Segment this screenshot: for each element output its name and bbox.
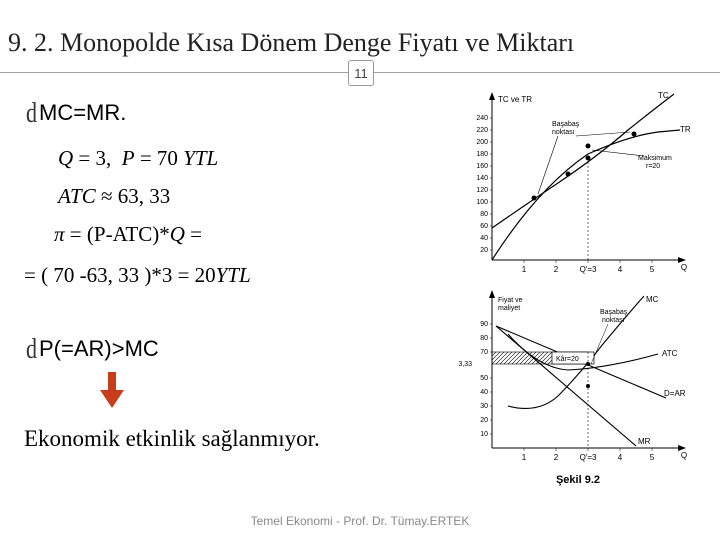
figure-caption: Şekil 9.2 — [458, 474, 698, 486]
bullet-glyph: d — [26, 332, 37, 366]
svg-text:200: 200 — [476, 139, 488, 146]
svg-text:40: 40 — [480, 389, 488, 396]
svg-text:20: 20 — [480, 247, 488, 254]
svg-text:D=AR: D=AR — [664, 389, 686, 398]
svg-text:TC ve TR: TC ve TR — [498, 95, 532, 104]
svg-text:70: 70 — [480, 349, 488, 356]
svg-text:120: 120 — [476, 187, 488, 194]
svg-text:220: 220 — [476, 127, 488, 134]
svg-text:100: 100 — [476, 199, 488, 206]
svg-text:180: 180 — [476, 151, 488, 158]
svg-text:Q'=3: Q'=3 — [580, 453, 597, 462]
svg-text:20: 20 — [480, 417, 488, 424]
top-panel: 20 40 60 80 100 120 140 160 180 200 220 240 TC… — [476, 91, 691, 274]
svg-text:Q: Q — [681, 451, 687, 460]
svg-text:TR: TR — [680, 125, 691, 134]
svg-text:5: 5 — [650, 453, 655, 462]
svg-text:4: 4 — [618, 453, 623, 462]
svg-text:Q'=3: Q'=3 — [580, 265, 597, 274]
svg-text:1: 1 — [522, 453, 527, 462]
down-arrow-icon — [98, 370, 126, 410]
svg-text:noktası: noktası — [552, 129, 575, 136]
page-title: 9. 2. Monopolde Kısa Dönem Denge Fiyatı … — [8, 28, 574, 58]
svg-text:63,33: 63,33 — [458, 361, 472, 368]
page-number-badge: 11 — [348, 60, 374, 86]
conclusion-text: Ekonomik etkinlik sağlanmıyor. — [24, 426, 320, 452]
svg-text:50: 50 — [480, 375, 488, 382]
equation-1: Q = 3, P = 70 YTL — [58, 146, 218, 171]
svg-text:Q: Q — [681, 263, 687, 272]
figure-9-2: 2040 6080 100120 140160 180200 220240 TC… — [458, 88, 698, 468]
svg-text:noktası: noktası — [602, 317, 625, 324]
bullet-glyph: d — [26, 96, 37, 130]
svg-text:10: 10 — [480, 431, 488, 438]
svg-text:240: 240 — [476, 115, 488, 122]
svg-text:r=20: r=20 — [646, 163, 660, 170]
svg-text:ATC: ATC — [662, 349, 678, 358]
bullet-mc-mr: dMC=MR. — [26, 100, 126, 126]
svg-text:2: 2 — [554, 265, 559, 274]
equation-2: ATC ≈ 63, 33 — [58, 184, 170, 209]
svg-text:1: 1 — [522, 265, 527, 274]
svg-text:4: 4 — [618, 265, 623, 274]
svg-text:TC: TC — [658, 91, 669, 100]
svg-text:40: 40 — [480, 235, 488, 242]
svg-text:90: 90 — [480, 321, 488, 328]
bullet-text: MC=MR. — [39, 100, 126, 125]
svg-text:MR: MR — [638, 437, 651, 446]
svg-text:Fiyat ve: Fiyat ve — [498, 297, 523, 304]
svg-text:80: 80 — [480, 211, 488, 218]
svg-text:MC: MC — [646, 295, 659, 304]
svg-text:Kâr=20: Kâr=20 — [556, 356, 579, 363]
svg-text:maliyet: maliyet — [498, 305, 520, 312]
svg-text:140: 140 — [476, 175, 488, 182]
footer-text: Temel Ekonomi - Prof. Dr. Tümay.ERTEK — [0, 514, 720, 528]
svg-text:160: 160 — [476, 163, 488, 170]
equation-3: π = (P-ATC)*Q = — [54, 222, 202, 247]
svg-text:30: 30 — [480, 403, 488, 410]
svg-text:Başabaş: Başabaş — [600, 309, 628, 316]
svg-text:80: 80 — [480, 335, 488, 342]
svg-text:2: 2 — [554, 453, 559, 462]
bottom-panel: Fiyat ve maliyet 10 20 30 40 50 70 80 90 63,… — [458, 290, 687, 462]
equation-4: = ( 70 -63, 33 )*3 = 20YTL — [24, 263, 251, 288]
svg-text:Başabaş: Başabaş — [552, 121, 580, 128]
bullet-p-ar-mc: dP(=AR)>MC — [26, 336, 159, 362]
svg-text:60: 60 — [480, 223, 488, 230]
svg-text:5: 5 — [650, 265, 655, 274]
bullet-text: P(=AR)>MC — [39, 336, 159, 361]
